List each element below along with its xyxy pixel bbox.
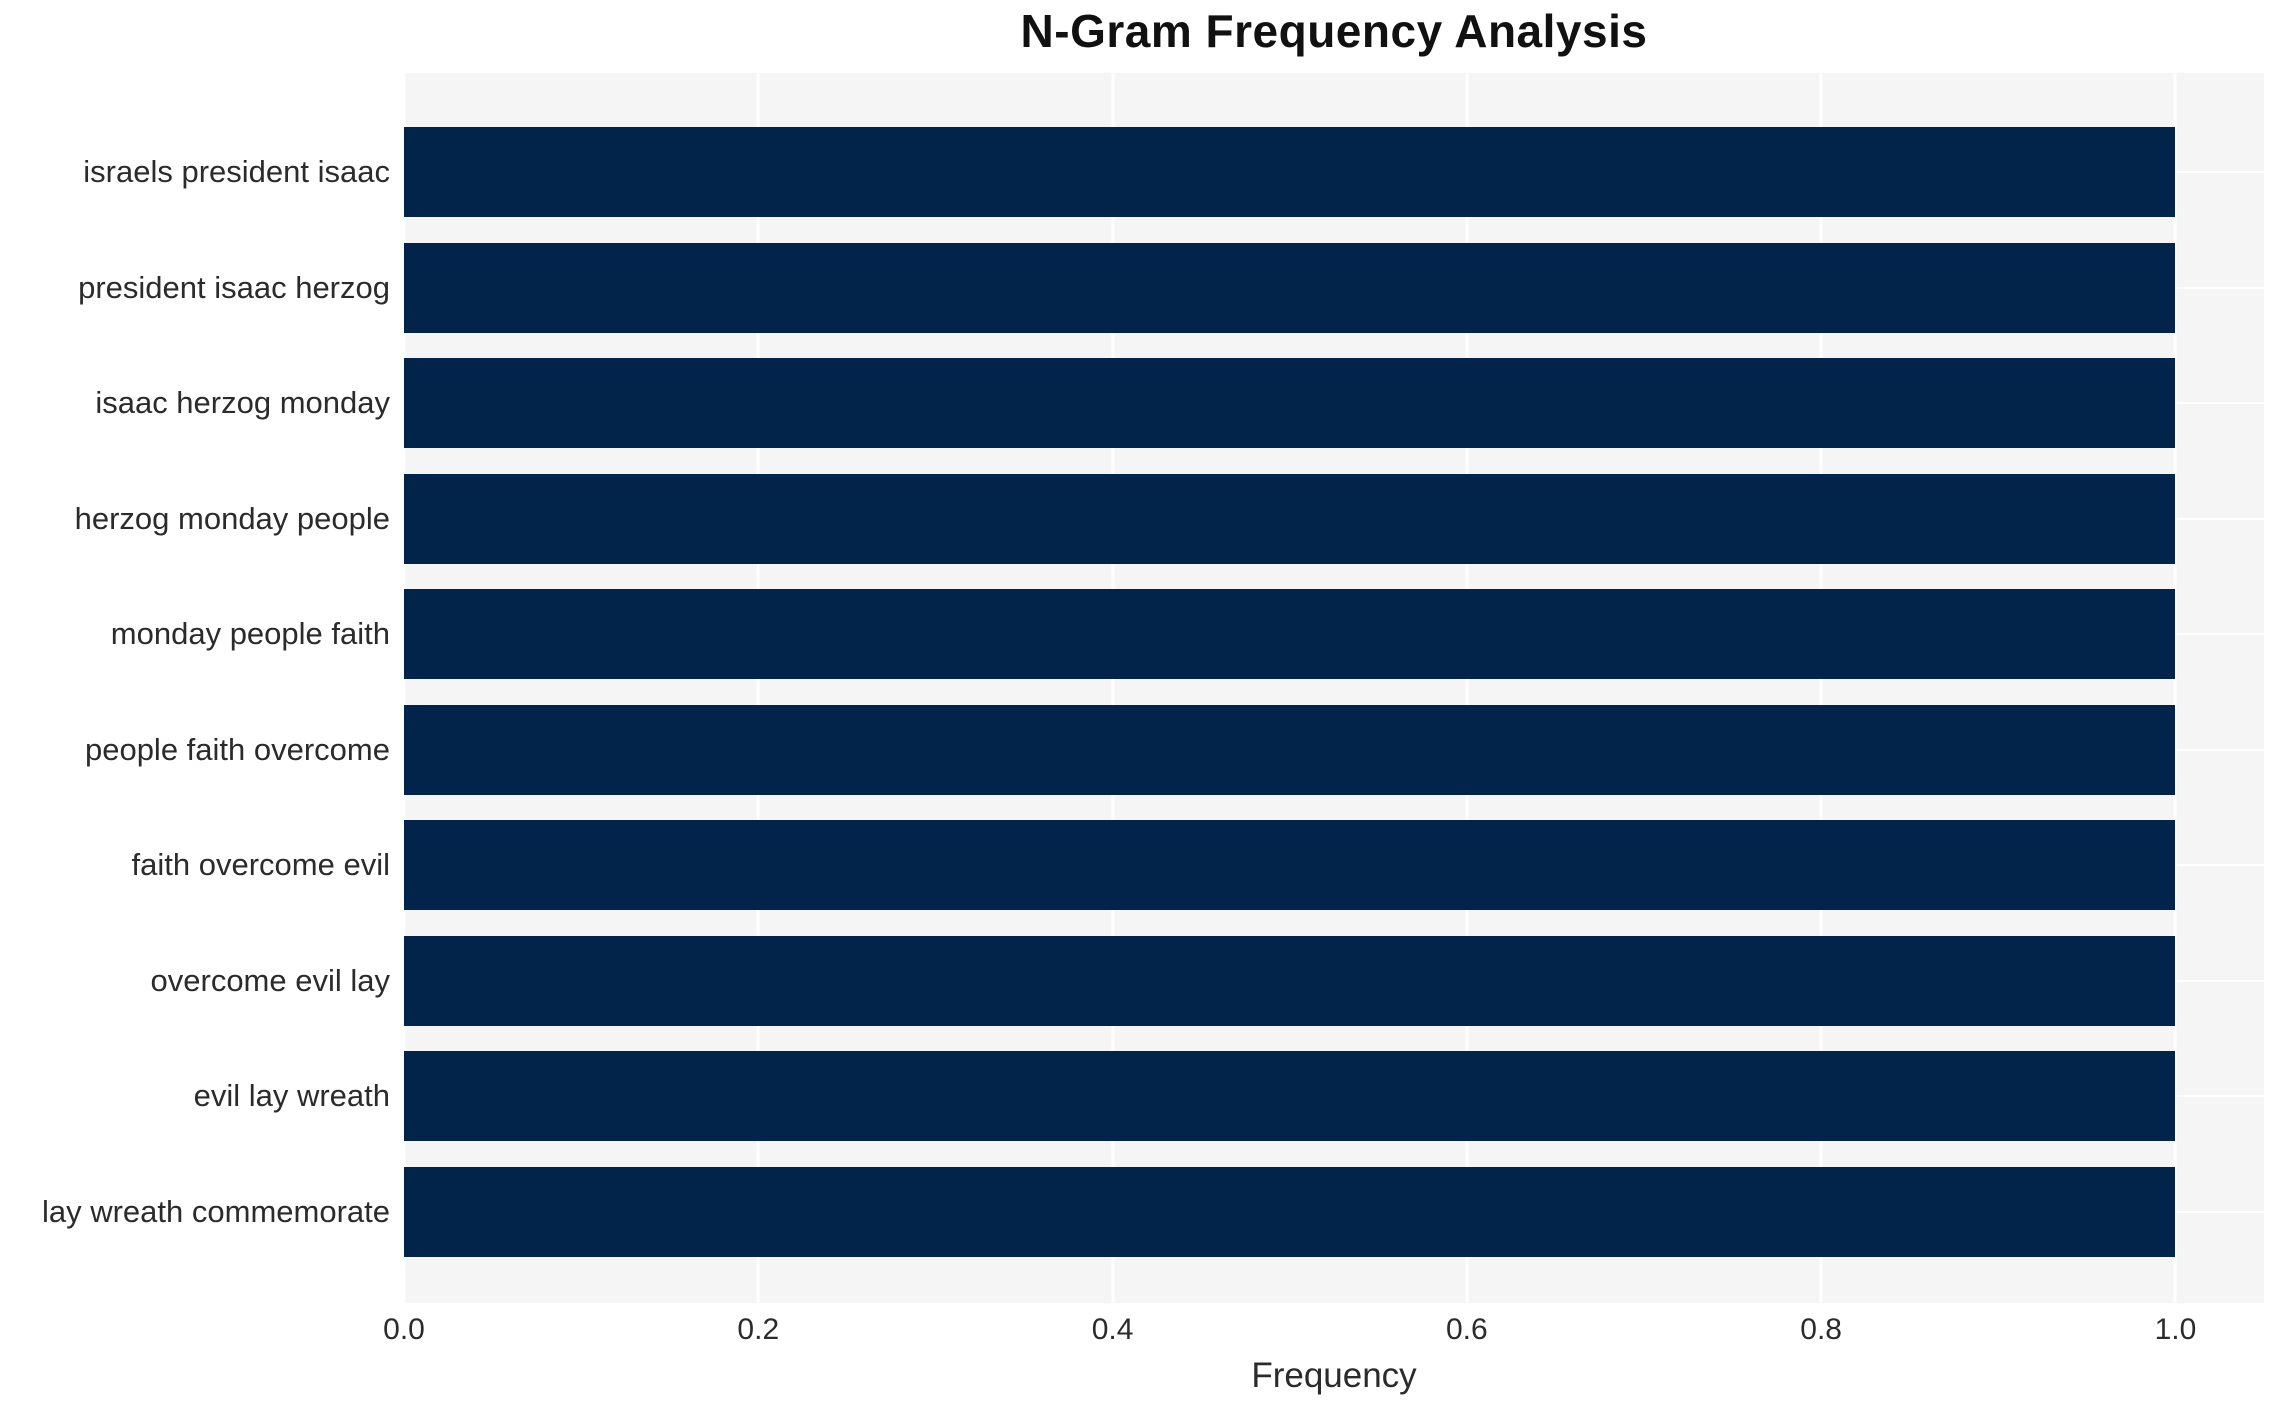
x-axis: 0.0 0.2 0.4 0.6 0.8 1.0 bbox=[383, 1303, 2264, 1359]
x-axis-title: Frequency bbox=[1251, 1356, 1417, 1395]
bar bbox=[404, 935, 2176, 1026]
y-tick-label: president isaac herzog bbox=[78, 269, 390, 305]
bar bbox=[404, 1167, 2176, 1257]
x-tick-label: 0.4 bbox=[1091, 1313, 1134, 1346]
x-gridline bbox=[1111, 73, 1115, 1303]
x-tick-label: 0.8 bbox=[1800, 1313, 1842, 1346]
plot-area bbox=[402, 73, 2264, 1303]
x-gridline bbox=[402, 73, 406, 1303]
y-tick-label: isaac herzog monday bbox=[95, 385, 390, 421]
y-axis-labels: israels president isaac president isaac h… bbox=[0, 73, 390, 1303]
y-tick-label: evil lay wreath bbox=[193, 1078, 390, 1114]
x-gridline bbox=[1819, 73, 1823, 1303]
x-tick-label: 0.0 bbox=[383, 1313, 425, 1346]
x-gridline bbox=[756, 73, 760, 1303]
y-tick-label: monday people faith bbox=[110, 616, 390, 652]
bar bbox=[404, 473, 2176, 564]
y-tick-label: herzog monday people bbox=[74, 500, 390, 536]
y-tick-label: lay wreath commemorate bbox=[41, 1194, 390, 1229]
x-gridline bbox=[2173, 73, 2177, 1303]
x-tick-label: 1.0 bbox=[2154, 1313, 2197, 1346]
y-tick-label: israels president isaac bbox=[83, 154, 390, 189]
bar bbox=[404, 820, 2176, 911]
y-tick-label: overcome evil lay bbox=[150, 962, 390, 998]
y-tick-label: faith overcome evil bbox=[131, 847, 390, 883]
bar bbox=[404, 1051, 2176, 1142]
chart-title: N-Gram Frequency Analysis bbox=[1020, 5, 1648, 57]
x-tick-label: 0.6 bbox=[1445, 1313, 1488, 1346]
y-tick-label: people faith overcome bbox=[84, 731, 390, 767]
x-gridline bbox=[1465, 73, 1469, 1303]
bar bbox=[404, 242, 2176, 333]
bar bbox=[404, 358, 2176, 449]
bar bbox=[404, 704, 2176, 795]
x-tick-label: 0.2 bbox=[737, 1313, 780, 1346]
bar bbox=[404, 127, 2176, 217]
bar bbox=[404, 589, 2176, 680]
